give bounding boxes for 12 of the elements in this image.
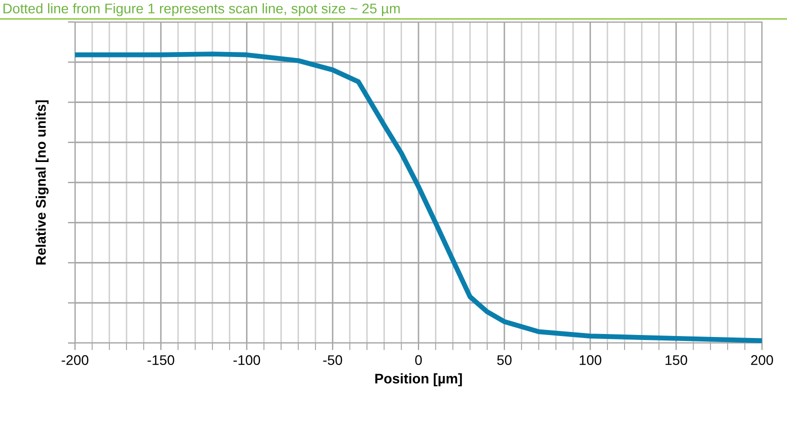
x-tick-label: 150 [666, 355, 688, 366]
y-axis-title: Relative Signal [no units] [36, 100, 49, 265]
text: Dotted line from Figure 1 represents scan line, spot size ~ 25 µm [4, 3, 400, 16]
x-axis-title: Position [µm] [375, 373, 462, 386]
x-tick-label: 100 [580, 355, 602, 366]
x-tick-label: -100 [233, 355, 260, 366]
x-tick-label: -50 [323, 355, 342, 366]
x-tick-label: 0 [415, 355, 422, 366]
x-tick-label: -150 [148, 355, 174, 366]
x-tick-label: 50 [497, 355, 512, 366]
x-tick-label: 200 [751, 355, 774, 366]
x-tick-label: -200 [62, 355, 88, 366]
